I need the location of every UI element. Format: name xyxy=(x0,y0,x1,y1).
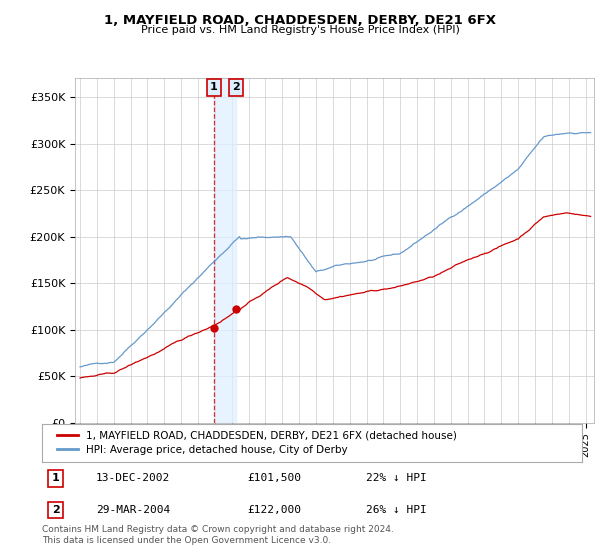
Text: 1: 1 xyxy=(210,82,218,92)
Text: 13-DEC-2002: 13-DEC-2002 xyxy=(96,473,170,483)
Text: £122,000: £122,000 xyxy=(247,505,301,515)
Text: 26% ↓ HPI: 26% ↓ HPI xyxy=(366,505,427,515)
Text: 29-MAR-2004: 29-MAR-2004 xyxy=(96,505,170,515)
Legend: 1, MAYFIELD ROAD, CHADDESDEN, DERBY, DE21 6FX (detached house), HPI: Average pri: 1, MAYFIELD ROAD, CHADDESDEN, DERBY, DE2… xyxy=(53,427,461,459)
Bar xyxy=(214,78,236,423)
Text: £101,500: £101,500 xyxy=(247,473,301,483)
Text: Contains HM Land Registry data © Crown copyright and database right 2024.
This d: Contains HM Land Registry data © Crown c… xyxy=(42,525,394,545)
Text: 22% ↓ HPI: 22% ↓ HPI xyxy=(366,473,427,483)
Text: 1: 1 xyxy=(52,473,59,483)
Text: 2: 2 xyxy=(52,505,59,515)
Text: 2: 2 xyxy=(232,82,240,92)
Text: Price paid vs. HM Land Registry's House Price Index (HPI): Price paid vs. HM Land Registry's House … xyxy=(140,25,460,35)
Text: 1, MAYFIELD ROAD, CHADDESDEN, DERBY, DE21 6FX: 1, MAYFIELD ROAD, CHADDESDEN, DERBY, DE2… xyxy=(104,14,496,27)
